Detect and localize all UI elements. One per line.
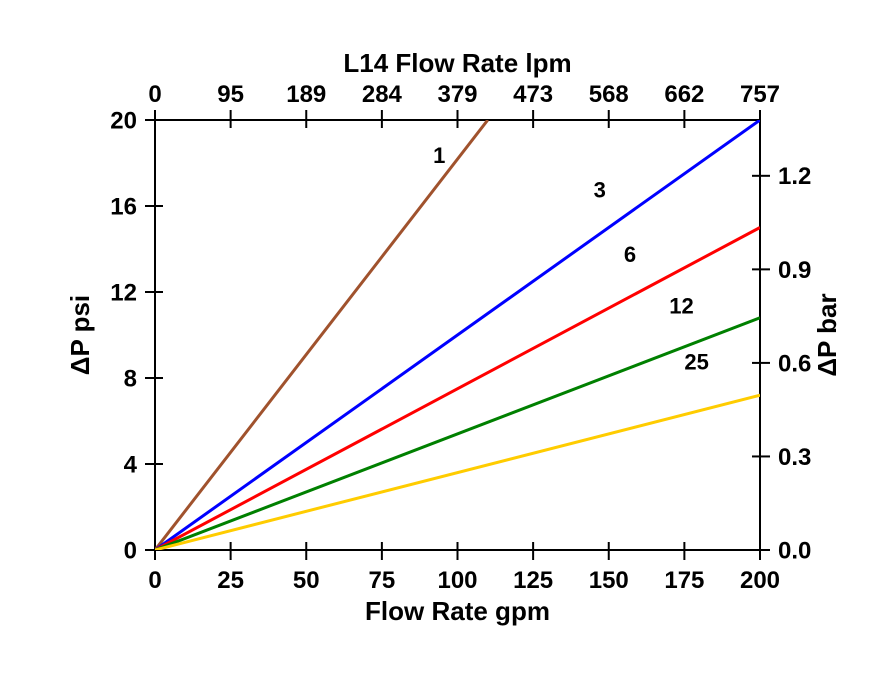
- svg-text:0.0: 0.0: [778, 537, 811, 564]
- svg-text:75: 75: [369, 567, 396, 594]
- series-label: 25: [684, 349, 708, 374]
- series-label: 12: [669, 294, 693, 319]
- svg-text:0.9: 0.9: [778, 257, 811, 284]
- svg-text:473: 473: [513, 81, 553, 108]
- svg-text:379: 379: [437, 81, 477, 108]
- svg-text:757: 757: [740, 81, 780, 108]
- x-top-title: L14 Flow Rate lpm: [343, 48, 571, 78]
- svg-text:0.6: 0.6: [778, 350, 811, 377]
- svg-text:0: 0: [148, 567, 161, 594]
- series-label: 1: [433, 143, 445, 168]
- svg-text:568: 568: [589, 81, 629, 108]
- svg-text:8: 8: [124, 365, 137, 392]
- svg-text:0: 0: [124, 537, 137, 564]
- svg-text:25: 25: [217, 567, 244, 594]
- svg-text:100: 100: [437, 567, 477, 594]
- svg-text:0.3: 0.3: [778, 444, 811, 471]
- svg-text:95: 95: [217, 81, 244, 108]
- y-right-title: ΔP bar: [812, 293, 842, 376]
- svg-text:16: 16: [110, 193, 137, 220]
- y-left-title: ΔP psi: [65, 295, 95, 375]
- svg-text:50: 50: [293, 567, 320, 594]
- series-label: 3: [594, 177, 606, 202]
- flow-rate-chart: 0255075100125150175200Flow Rate gpm09518…: [0, 0, 884, 684]
- svg-text:0: 0: [148, 81, 161, 108]
- x-bottom-title: Flow Rate gpm: [365, 596, 550, 626]
- svg-text:4: 4: [124, 451, 138, 478]
- svg-text:12: 12: [110, 279, 137, 306]
- svg-text:150: 150: [589, 567, 629, 594]
- svg-text:200: 200: [740, 567, 780, 594]
- series-label: 6: [624, 242, 636, 267]
- svg-text:284: 284: [362, 81, 403, 108]
- svg-text:175: 175: [664, 567, 704, 594]
- svg-text:662: 662: [664, 81, 704, 108]
- svg-text:125: 125: [513, 567, 553, 594]
- svg-text:20: 20: [110, 107, 137, 134]
- svg-text:1.2: 1.2: [778, 163, 811, 190]
- svg-text:189: 189: [286, 81, 326, 108]
- chart-container: 0255075100125150175200Flow Rate gpm09518…: [0, 0, 884, 684]
